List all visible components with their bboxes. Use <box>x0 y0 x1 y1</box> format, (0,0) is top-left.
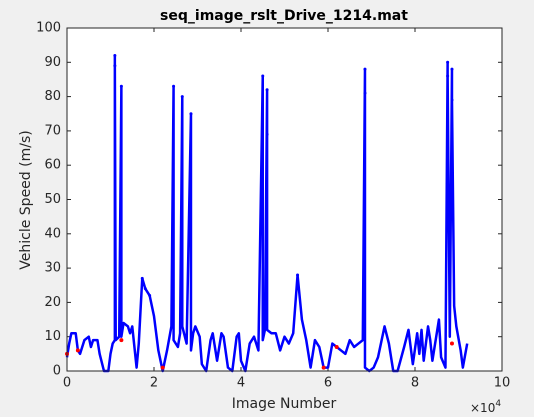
y-tick-label: 30 <box>44 261 61 276</box>
speed-line <box>65 54 469 373</box>
point <box>450 67 454 71</box>
y-tick-label: 80 <box>44 89 61 104</box>
red-point <box>119 338 124 343</box>
point <box>265 132 269 136</box>
point <box>446 60 450 64</box>
y-tick-label: 40 <box>44 226 61 241</box>
red-point <box>449 341 454 346</box>
axes-box <box>66 27 503 372</box>
point <box>180 95 184 99</box>
point <box>119 84 123 88</box>
x-tick-label: 10 <box>494 376 511 391</box>
point <box>261 74 265 78</box>
point <box>296 273 300 277</box>
red-point <box>75 348 80 353</box>
x-tick-label: 4 <box>237 376 245 391</box>
y-tick-label: 0 <box>53 364 61 379</box>
y-tick-label: 20 <box>44 295 61 310</box>
point <box>140 276 144 280</box>
y-axis-label: Vehicle Speed (m/s) <box>18 130 34 269</box>
point <box>363 91 367 95</box>
x-multiplier: ×104 <box>470 399 501 415</box>
point <box>450 98 454 102</box>
y-tick-label: 10 <box>44 329 61 344</box>
y-tick-label: 70 <box>44 123 61 138</box>
x-tick-label: 2 <box>150 376 158 391</box>
point <box>172 84 176 88</box>
chart-title: seq_image_rslt_Drive_1214.mat <box>160 8 408 24</box>
point <box>143 287 147 291</box>
x-tick-label: 8 <box>411 376 419 391</box>
point <box>113 64 117 68</box>
x-tick-label: 0 <box>63 376 71 391</box>
plot-area <box>67 28 502 371</box>
red-point <box>321 365 326 370</box>
y-tick-label: 90 <box>44 55 61 70</box>
red-point <box>334 344 339 349</box>
point <box>265 88 269 92</box>
point <box>113 53 117 57</box>
red-point <box>160 365 165 370</box>
y-tick-label: 100 <box>36 21 61 36</box>
point <box>446 74 450 78</box>
point <box>189 112 193 116</box>
point <box>148 294 152 298</box>
y-tick-label: 60 <box>44 158 61 173</box>
y-tick-label: 50 <box>44 192 61 207</box>
x-tick-label: 6 <box>324 376 332 391</box>
x-axis-label: Image Number <box>232 396 337 412</box>
point <box>363 67 367 71</box>
